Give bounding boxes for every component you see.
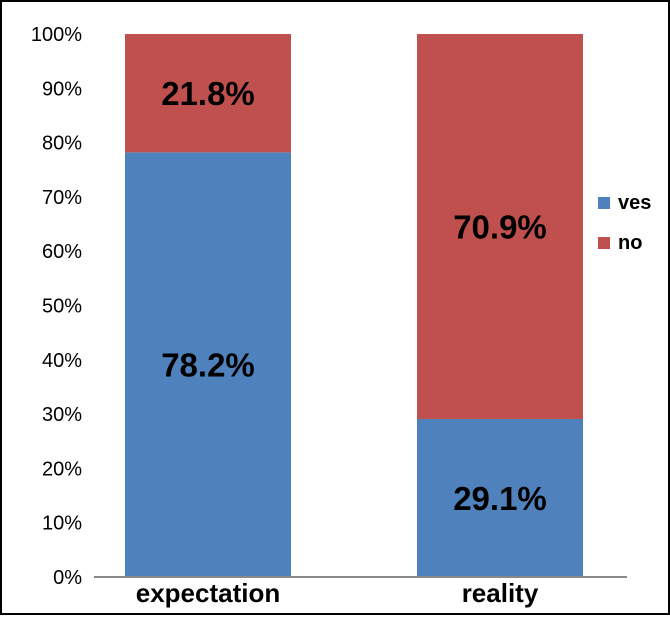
y-tick-label: 50% (42, 296, 82, 318)
legend: ves no (598, 192, 651, 254)
y-tick-label: 70% (42, 187, 82, 209)
y-tick-label: 60% (42, 241, 82, 263)
x-tick-label: expectation (136, 578, 281, 608)
data-label: 70.9% (453, 208, 547, 245)
bar-ves-reality (417, 418, 583, 577)
plot-area: 78.2% 21.8% 29.1% 70.9% (125, 34, 583, 577)
data-label: 29.1% (453, 480, 547, 517)
y-tick-label: 30% (42, 404, 82, 426)
x-axis: expectation reality (136, 578, 539, 608)
legend-swatch-no (598, 237, 610, 249)
legend-label-ves: ves (618, 192, 651, 214)
y-axis: 0% 10% 20% 30% 40% 50% 60% 70% 80% 90% 100% (31, 24, 82, 589)
x-tick-label: reality (462, 578, 539, 608)
y-tick-label: 40% (42, 350, 82, 372)
y-tick-label: 100% (31, 24, 82, 46)
data-label: 78.2% (161, 347, 255, 384)
y-tick-label: 80% (42, 133, 82, 155)
legend-swatch-ves (598, 197, 610, 209)
y-tick-label: 20% (42, 458, 82, 480)
bar-no-expectation (125, 34, 291, 153)
y-tick-label: 10% (42, 513, 82, 535)
data-label: 21.8% (161, 75, 255, 112)
bar-ves-expectation (125, 152, 291, 577)
y-tick-label: 90% (42, 78, 82, 100)
y-tick-label: 0% (53, 567, 82, 589)
legend-label-no: no (618, 232, 642, 254)
bar-no-reality (417, 34, 583, 419)
